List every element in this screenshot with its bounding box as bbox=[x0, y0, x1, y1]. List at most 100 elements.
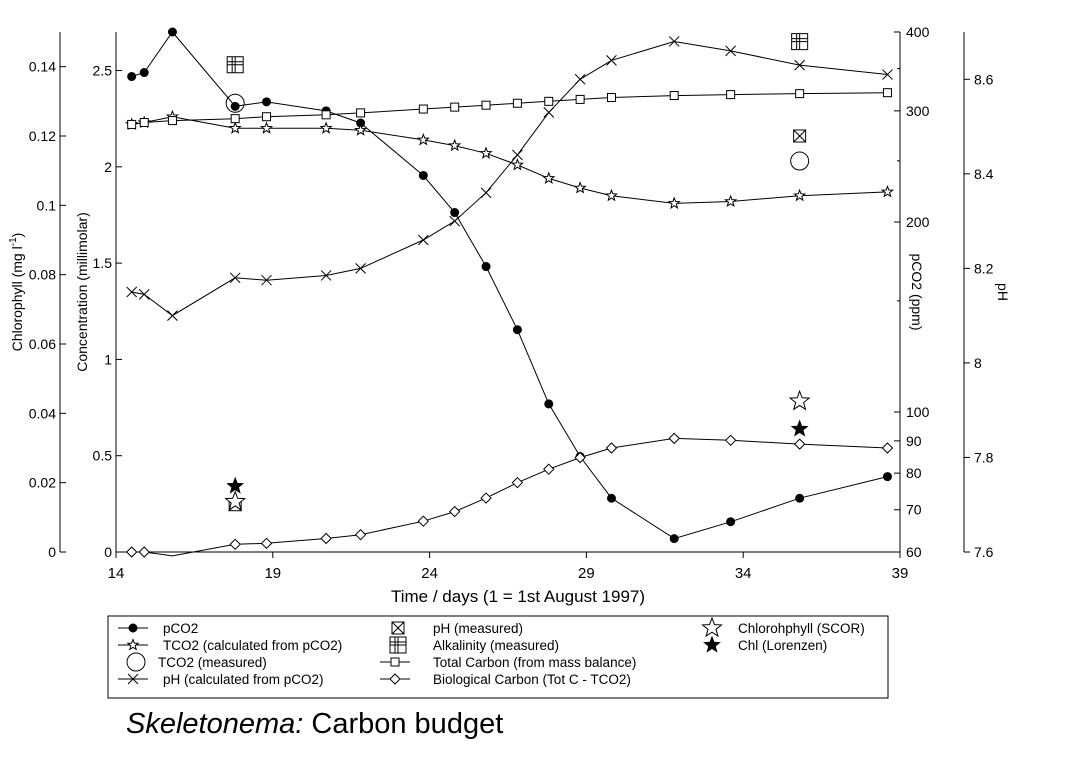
chlorophyll-tick-label: 0.04 bbox=[29, 405, 56, 421]
chlorophyll-tick-label: 0.08 bbox=[29, 267, 56, 283]
legend-marker bbox=[701, 616, 723, 638]
data-point bbox=[262, 112, 272, 122]
data-point bbox=[226, 476, 245, 494]
series-tco2-measured bbox=[225, 93, 810, 171]
legend-marker bbox=[127, 673, 139, 685]
data-point bbox=[481, 262, 491, 272]
pco2-tick-label: 80 bbox=[906, 465, 922, 481]
legend-marker bbox=[391, 621, 405, 635]
data-point bbox=[793, 129, 807, 143]
legend-item: pCO2 bbox=[118, 621, 198, 636]
legend-item: Chlorohphyll (SCOR) bbox=[701, 616, 865, 638]
pco2-tick-label: 70 bbox=[906, 502, 922, 518]
x-tick-label: 24 bbox=[421, 565, 438, 582]
data-point bbox=[605, 442, 618, 454]
series-ph-measured bbox=[228, 129, 807, 512]
data-point bbox=[125, 546, 138, 558]
series-tco2-calculated-from-pco2 bbox=[125, 109, 895, 210]
legend-label: Biological Carbon (Tot C - TCO2) bbox=[433, 672, 631, 687]
data-point bbox=[167, 27, 177, 37]
data-point bbox=[882, 472, 892, 482]
pco2-tick-label: 400 bbox=[906, 24, 930, 40]
data-point bbox=[450, 102, 460, 112]
series-line-pco2 bbox=[131, 31, 888, 540]
ph-tick-label: 7.6 bbox=[974, 544, 994, 560]
legend-item: pH (measured) bbox=[391, 621, 523, 636]
legend-item: Total Carbon (from mass balance) bbox=[380, 655, 636, 670]
series-line-tco2-calculated-from-pco2 bbox=[131, 116, 888, 204]
data-point bbox=[510, 157, 524, 171]
ph-tick-label: 7.8 bbox=[974, 449, 994, 465]
data-point bbox=[127, 119, 137, 129]
data-point bbox=[793, 188, 807, 202]
figure-caption: Skeletonema: Carbon budget bbox=[126, 708, 503, 741]
legend-label: Alkalinity (measured) bbox=[433, 638, 559, 653]
series-layer bbox=[125, 27, 895, 558]
data-point bbox=[794, 59, 806, 71]
data-point bbox=[668, 36, 680, 47]
data-point bbox=[881, 442, 894, 454]
chlorophyll-tick-label: 0.06 bbox=[29, 336, 56, 352]
data-point bbox=[606, 55, 617, 66]
data-point bbox=[320, 270, 332, 281]
data-point bbox=[790, 151, 810, 171]
data-point bbox=[260, 537, 273, 550]
data-point bbox=[321, 110, 331, 120]
concentration-tick-label: 2.5 bbox=[93, 63, 113, 79]
data-point bbox=[726, 90, 736, 100]
data-point bbox=[259, 121, 274, 134]
pco2-tick-label: 60 bbox=[906, 544, 922, 560]
data-point bbox=[542, 171, 556, 184]
concentration-tick-label: 0 bbox=[104, 544, 112, 560]
chlorophyll-tick-label: 0.1 bbox=[37, 197, 57, 213]
legend-marker bbox=[126, 638, 140, 651]
legend-label: pH (measured) bbox=[433, 621, 523, 636]
data-point bbox=[356, 108, 366, 118]
chlorophyll-axis-title-sup: -1 bbox=[8, 237, 19, 246]
legend-marker bbox=[390, 657, 400, 667]
legend-item: Chl (Lorenzen) bbox=[703, 635, 827, 653]
data-point bbox=[668, 432, 680, 445]
data-point bbox=[574, 73, 586, 85]
data-point bbox=[724, 434, 737, 447]
legend: pCO2 TCO2 (calculated from pCO2) TCO2 (mea… bbox=[107, 615, 889, 699]
data-point bbox=[512, 149, 523, 161]
series-ph-calculated-from-pco2 bbox=[126, 36, 893, 321]
data-point bbox=[795, 89, 805, 99]
legend-label: Chl (Lorenzen) bbox=[738, 638, 827, 653]
data-point bbox=[448, 138, 462, 152]
data-point bbox=[795, 493, 805, 503]
legend-item: TCO2 (measured) bbox=[126, 652, 267, 672]
pco2-tick-label: 200 bbox=[906, 214, 930, 230]
data-point bbox=[725, 45, 737, 57]
legend-marker bbox=[389, 636, 407, 654]
series-chl-lorenzen bbox=[226, 419, 809, 494]
data-point bbox=[480, 492, 492, 504]
data-point bbox=[167, 116, 177, 126]
data-point bbox=[229, 538, 241, 551]
series-pco2 bbox=[127, 27, 892, 544]
legend-marker bbox=[703, 635, 721, 653]
concentration-tick-label: 1.5 bbox=[93, 255, 113, 271]
data-point bbox=[790, 419, 809, 437]
chlorophyll-tick-label: 0.02 bbox=[29, 475, 56, 491]
data-point bbox=[479, 146, 493, 160]
data-point bbox=[261, 274, 272, 286]
data-point bbox=[880, 184, 895, 198]
data-point bbox=[544, 96, 554, 106]
data-point bbox=[544, 399, 554, 409]
chlorophyll-axis-title: Chlorophyll (mg l-1) bbox=[8, 233, 25, 352]
data-point bbox=[417, 234, 429, 246]
legend-marker bbox=[389, 673, 401, 685]
data-point bbox=[512, 325, 522, 335]
data-point bbox=[418, 170, 428, 180]
data-point bbox=[126, 286, 138, 298]
series-biological-carbon-tot-c-tco2 bbox=[125, 432, 894, 558]
chlorophyll-tick-label: 0.14 bbox=[29, 59, 56, 75]
data-point bbox=[138, 289, 150, 300]
data-point bbox=[418, 104, 428, 114]
data-point bbox=[320, 532, 332, 545]
data-point bbox=[669, 91, 679, 101]
data-point bbox=[226, 56, 244, 74]
data-point bbox=[606, 493, 616, 503]
